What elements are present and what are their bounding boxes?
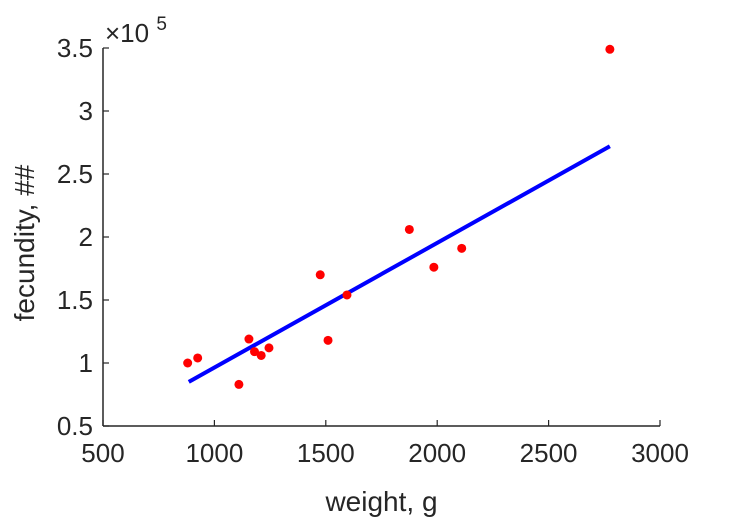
y-tick-label: 3.5 xyxy=(57,33,93,63)
data-point xyxy=(264,343,274,353)
x-tick-label: 500 xyxy=(81,438,124,468)
y-multiplier-base: ×10 xyxy=(105,18,149,48)
y-tick-label: 0.5 xyxy=(57,411,93,441)
y-tick-label: 1 xyxy=(79,348,93,378)
data-point xyxy=(429,262,439,272)
y-multiplier-exponent: 5 xyxy=(156,14,167,35)
y-tick-label: 2.5 xyxy=(57,159,93,189)
data-point xyxy=(234,379,244,389)
y-axis-title: fecundity, ## xyxy=(9,164,40,321)
data-point xyxy=(342,290,352,300)
x-tick-label: 2500 xyxy=(520,438,578,468)
data-point xyxy=(244,334,254,344)
data-point xyxy=(183,358,193,368)
data-point xyxy=(315,270,325,280)
data-point xyxy=(193,353,203,363)
data-point xyxy=(256,350,266,360)
regression-line xyxy=(187,144,611,384)
ticks xyxy=(102,47,661,427)
y-tick-label: 1.5 xyxy=(57,285,93,315)
data-point xyxy=(605,44,615,54)
data-point xyxy=(250,347,260,357)
x-axis-title: weight, g xyxy=(324,486,437,517)
axes xyxy=(102,48,660,427)
y-tick-label: 2 xyxy=(79,222,93,252)
data-point xyxy=(457,243,467,253)
x-tick-label: 3000 xyxy=(631,438,689,468)
x-tick-label: 2000 xyxy=(408,438,466,468)
data-point xyxy=(404,224,414,234)
fit-line-layer xyxy=(187,144,611,384)
y-tick-label: 3 xyxy=(79,96,93,126)
x-tick-label: 1000 xyxy=(185,438,243,468)
y-axis-multiplier: ×10 5 xyxy=(105,14,167,48)
points-layer xyxy=(183,44,615,389)
tick-labels: 500 1000 1500 2000 2500 3000 0.5 1 1.5 2 2.5 3 3.5 xyxy=(57,33,689,468)
data-point xyxy=(323,335,333,345)
x-tick-label: 1500 xyxy=(297,438,355,468)
